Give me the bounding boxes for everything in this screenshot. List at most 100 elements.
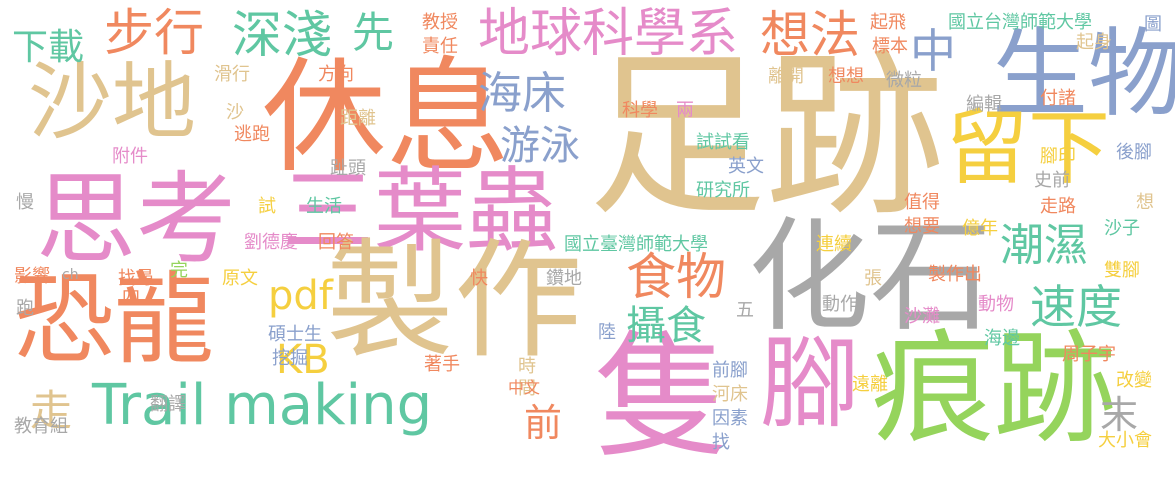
cloud-word: 陸 <box>598 322 616 343</box>
cloud-word: 游泳 <box>500 123 580 169</box>
cloud-word: 距離 <box>340 108 376 129</box>
cloud-word: 教育組 <box>14 416 68 437</box>
cloud-word: 沙灘 <box>904 306 940 327</box>
cloud-word: 先 <box>352 8 395 57</box>
cloud-word: 生物 <box>992 18 1175 130</box>
cloud-word: 動物 <box>978 294 1014 315</box>
cloud-word: 找尋 <box>118 268 154 289</box>
cloud-word: 速度 <box>1030 280 1122 334</box>
cloud-word: 回答 <box>318 232 354 253</box>
cloud-word: 海邊 <box>984 328 1020 349</box>
cloud-word: 連續 <box>816 234 852 255</box>
cloud-word: 逃跑 <box>234 124 270 145</box>
cloud-word: 海床 <box>478 68 566 119</box>
cloud-word: 慢 <box>16 192 34 213</box>
cloud-word: 步行 <box>104 4 204 62</box>
cloud-word: 生活 <box>306 196 342 217</box>
cloud-word: 製作出 <box>928 264 982 285</box>
cloud-word: 走 <box>30 386 73 435</box>
cloud-word: 四 <box>122 288 140 309</box>
cloud-word: 末 <box>1100 393 1139 437</box>
cloud-word: 動作 <box>822 294 858 315</box>
cloud-word: 休息 <box>262 46 511 190</box>
cloud-word: 想要 <box>904 216 940 237</box>
cloud-word: 前 <box>524 401 563 445</box>
cloud-word: 完 <box>170 260 188 281</box>
cloud-word: 遠離 <box>852 374 888 395</box>
cloud-word: 史前 <box>1034 170 1070 191</box>
cloud-word: 國立臺灣師範大學 <box>564 234 708 255</box>
cloud-word: 大小會 <box>1098 430 1152 451</box>
cloud-word: 趾頭 <box>330 158 366 179</box>
cloud-word: 責任 <box>422 36 458 57</box>
cloud-word: 想法 <box>760 6 860 64</box>
cloud-word: 河床 <box>712 384 748 405</box>
cloud-word: 間 <box>518 378 536 399</box>
cloud-word: 起身 <box>1076 32 1112 53</box>
cloud-word: 教授 <box>422 12 458 33</box>
cloud-word: 隻 <box>594 319 730 477</box>
cloud-word: 因素 <box>712 408 748 429</box>
cloud-word: 原文 <box>222 268 258 289</box>
cloud-word: 思考 <box>36 161 236 278</box>
cloud-word: 下載 <box>12 27 85 68</box>
cloud-word: 滑行 <box>214 64 250 85</box>
cloud-word: ch <box>62 267 79 283</box>
cloud-word: 沙地 <box>28 53 197 151</box>
cloud-word: 腳印 <box>1040 146 1076 167</box>
cloud-word: 跑 <box>16 298 34 319</box>
cloud-word: 科學 <box>622 100 658 121</box>
cloud-word: 三葉蟲 <box>282 158 559 265</box>
cloud-word: 中 <box>910 24 956 78</box>
cloud-word: 影響 <box>14 266 50 287</box>
cloud-word: 英文 <box>728 156 764 177</box>
cloud-word: 留下 <box>946 101 1111 196</box>
cloud-word: 微粒 <box>886 70 922 91</box>
cloud-word: 製作 <box>326 227 583 376</box>
cloud-word: 前腳 <box>712 360 748 381</box>
cloud-word: Trail making <box>92 373 433 438</box>
cloud-word: 改變 <box>1116 370 1152 391</box>
cloud-word: KB <box>276 337 330 383</box>
cloud-word: 後腳 <box>1116 142 1152 163</box>
cloud-word: 食物 <box>626 248 726 306</box>
cloud-word: 附件 <box>112 146 148 167</box>
cloud-word: 編輯 <box>966 94 1002 115</box>
cloud-word: 沙 <box>223 102 244 120</box>
cloud-word: 地球科學系 <box>478 4 739 64</box>
cloud-word: 化石 <box>748 206 992 348</box>
cloud-word: 找 <box>712 432 730 453</box>
cloud-word: 翻譯 <box>150 394 186 415</box>
cloud-word: 國立台灣師範大學 <box>948 12 1092 33</box>
cloud-word: 深淺 <box>232 6 332 64</box>
cloud-word: 碩士生 <box>268 324 322 345</box>
cloud-word: 著手 <box>424 354 460 375</box>
cloud-word: 研究所 <box>696 180 750 201</box>
cloud-word: 周子宇 <box>1062 344 1116 365</box>
cloud-word: 值得 <box>904 192 940 213</box>
cloud-word: 想 <box>1136 192 1154 213</box>
cloud-word: 離開 <box>768 66 804 87</box>
cloud-word: 鑽地 <box>546 268 582 289</box>
cloud-word: 腳 <box>760 325 860 442</box>
cloud-word: 走路 <box>1040 196 1076 217</box>
cloud-word: 張 <box>864 268 882 289</box>
cloud-word: 沙子 <box>1104 218 1140 239</box>
cloud-word: 億年 <box>962 218 998 239</box>
cloud-word: 劉德慶 <box>244 232 298 253</box>
cloud-word: 中文 <box>508 378 541 397</box>
cloud-word: 圖 <box>1141 14 1162 32</box>
cloud-word: pdf <box>268 273 333 319</box>
cloud-word: 潮濕 <box>1000 220 1088 271</box>
cloud-word: 時 <box>518 356 536 377</box>
cloud-word: 恐龍 <box>14 261 214 378</box>
cloud-word: 試 <box>258 196 276 217</box>
cloud-word: 五 <box>736 300 754 321</box>
cloud-word: 起飛 <box>870 12 906 33</box>
cloud-word: 足跡 <box>588 33 944 240</box>
cloud-word: 方向 <box>318 64 354 85</box>
cloud-word: 痕跡 <box>872 318 1116 460</box>
cloud-word: 標本 <box>872 36 908 57</box>
cloud-word: 想想 <box>828 66 864 87</box>
